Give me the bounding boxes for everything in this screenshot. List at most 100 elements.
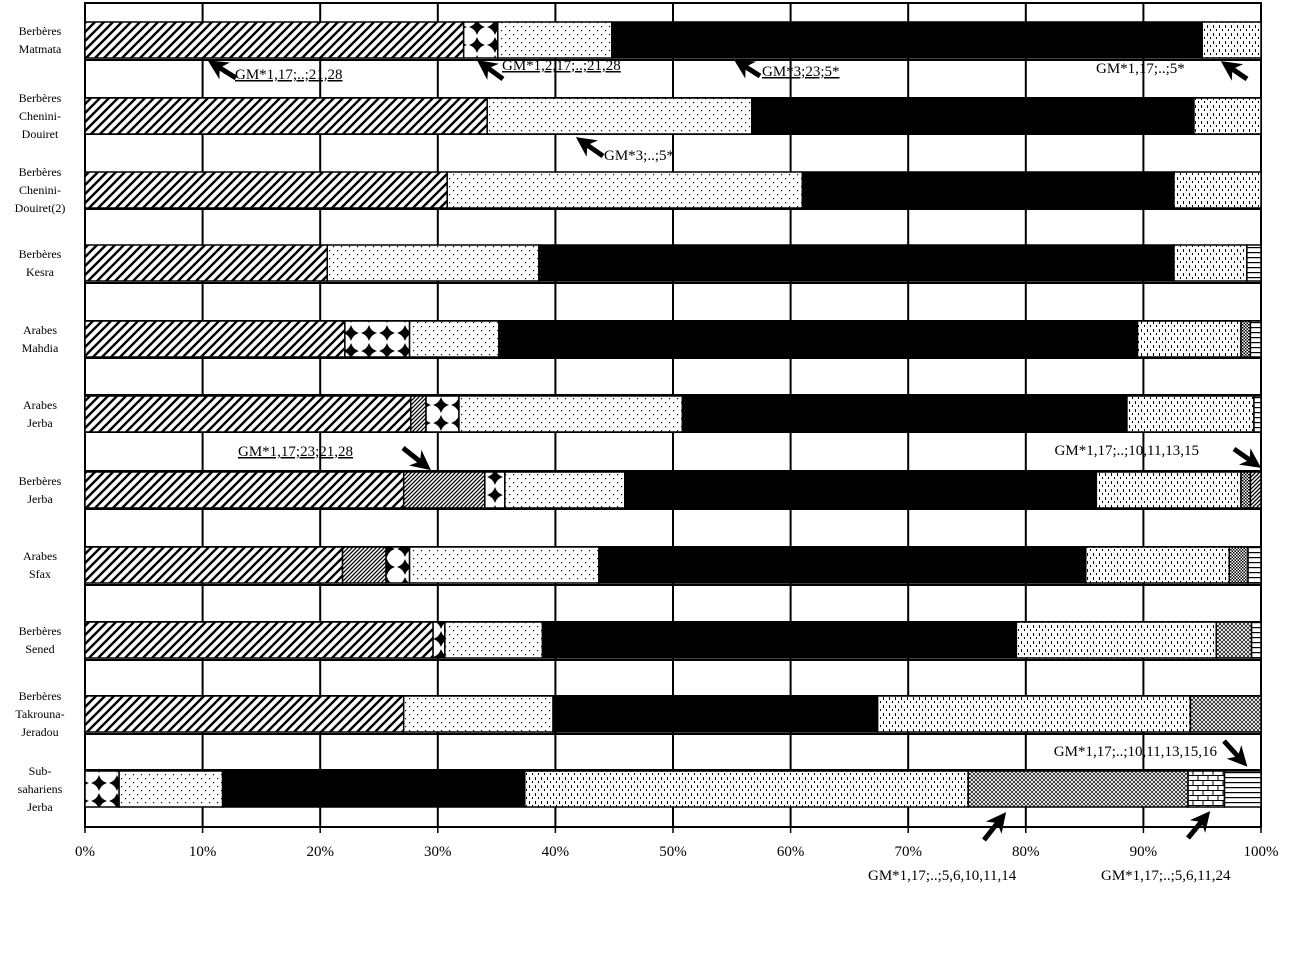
- category-label-1: Berbères Chenini-Douiret: [19, 91, 62, 141]
- annotation-text-2: GM*3;23;5*: [762, 64, 840, 80]
- annotation-arrow-3: [1220, 61, 1249, 82]
- annotation-text-0: GM*1,17;..;21,28: [235, 67, 343, 83]
- bar-9-segment-3: [876, 695, 1192, 733]
- bar-6-segment-2: [484, 471, 506, 509]
- bar-10-segment-2: [221, 770, 526, 808]
- annotation-text-6: GM*1,17;..;10,11,13,15: [1055, 443, 1199, 459]
- x-tick-label-5: 50%: [659, 844, 687, 860]
- bar-3-segment-2: [538, 244, 1175, 282]
- bar-5-segment-2: [425, 395, 460, 433]
- bar-1-segment-2: [751, 97, 1195, 135]
- annotation-5: GM*1,17;23;21,28: [238, 444, 431, 471]
- bar-5-segment-0: [84, 395, 412, 433]
- bar-6-segment-3: [504, 471, 626, 509]
- annotation-arrow-4: [575, 137, 605, 159]
- bar-8-segment-1: [432, 621, 446, 659]
- category-labels: Berbères Matmata Berbères Chenini-Douiret Be…: [15, 24, 66, 814]
- bar-0-segment-4: [1201, 21, 1262, 59]
- bar-7-segment-2: [385, 546, 411, 584]
- bar-10: [84, 770, 1262, 808]
- bar-1-segment-1: [486, 97, 753, 135]
- bar-7: [84, 546, 1262, 584]
- bar-4-segment-0: [84, 320, 346, 358]
- annotation-4: GM*3;..;5*: [575, 137, 674, 164]
- bar-1: [84, 97, 1262, 135]
- x-tick-label-8: 80%: [1012, 844, 1040, 860]
- annotation-arrow-7: [1222, 739, 1248, 767]
- annotation-arrow-5: [401, 446, 431, 471]
- annotation-arrow-6: [1232, 446, 1262, 468]
- annotation-text-9: GM*1,17;..;5,6,11,24: [1101, 868, 1231, 884]
- bar-5-segment-1: [410, 395, 427, 433]
- category-label-4: Arabes Mahdia: [22, 323, 59, 355]
- x-tick-label-9: 90%: [1130, 844, 1158, 860]
- bar-3-segment-0: [84, 244, 329, 282]
- category-label-3: Berbères Kesra: [19, 247, 62, 279]
- bar-0-segment-1: [462, 21, 499, 59]
- bar-0-segment-3: [611, 21, 1203, 59]
- x-tick-label-7: 70%: [894, 844, 922, 860]
- bar-6-segment-5: [1095, 471, 1242, 509]
- x-tick-label-2: 20%: [306, 844, 334, 860]
- bar-10-segment-5: [1187, 770, 1226, 808]
- x-tick-label-10: 100%: [1244, 844, 1279, 860]
- bar-6: [84, 471, 1262, 509]
- x-tick-label-3: 30%: [424, 844, 452, 860]
- bar-2-segment-3: [1173, 171, 1262, 209]
- annotation-arrow-8: [982, 812, 1007, 842]
- bar-8: [84, 621, 1262, 659]
- bar-7-segment-5: [1085, 546, 1230, 584]
- annotation-7: GM*1,17;..;10,11,13,15,16: [1054, 739, 1248, 767]
- bar-5: [84, 395, 1262, 433]
- bar-0-segment-2: [497, 21, 613, 59]
- bar-8-segment-5: [1215, 621, 1253, 659]
- bar-5-segment-6: [1253, 395, 1262, 433]
- annotation-text-1: GM*1,2,17;..;21,28: [502, 58, 621, 74]
- annotations: GM*1,17;..;21,28 GM*1,2,17;..;21,28 GM*3;2…: [207, 58, 1262, 884]
- bar-4: [84, 320, 1262, 358]
- bar-3: [84, 244, 1262, 282]
- bar-1-segment-3: [1193, 97, 1262, 135]
- bar-4-segment-3: [498, 320, 1139, 358]
- annotation-text-4: GM*3;..;5*: [604, 148, 674, 164]
- bar-8-segment-4: [1015, 621, 1218, 659]
- bar-3-segment-1: [326, 244, 540, 282]
- bar-2-segment-1: [446, 171, 804, 209]
- bar-8-segment-6: [1250, 621, 1262, 659]
- bar-8-segment-0: [84, 621, 434, 659]
- annotation-text-8: GM*1,17;..;5,6,10,11,14: [868, 868, 1017, 884]
- annotation-3: GM*1,17;..;5*: [1096, 61, 1249, 82]
- category-label-6: Berbères Jerba: [19, 474, 62, 506]
- bar-9-segment-2: [552, 695, 879, 733]
- bar-2: [84, 171, 1262, 209]
- x-tick-label-4: 40%: [542, 844, 570, 860]
- bar-8-segment-2: [444, 621, 544, 659]
- category-label-10: Sub-sahariens Jerba: [18, 764, 63, 814]
- bar-8-segment-3: [541, 621, 1018, 659]
- annotation-arrow-2: [733, 59, 762, 79]
- category-label-0: Berbères Matmata: [19, 24, 62, 56]
- bar-3-segment-4: [1246, 244, 1262, 282]
- bar-7-segment-4: [598, 546, 1087, 584]
- category-label-7: Arabes Sfax: [23, 549, 57, 581]
- bar-0-segment-0: [84, 21, 465, 59]
- bar-4-segment-5: [1240, 320, 1252, 358]
- x-axis: 0% 10% 20% 30% 40% 50% 60% 70% 80% 90% 100%: [75, 827, 1279, 860]
- bar-7-segment-6: [1228, 546, 1249, 584]
- x-tick-label-0: 0%: [75, 844, 95, 860]
- annotation-text-5: GM*1,17;23;21,28: [238, 444, 353, 460]
- x-tick-label-1: 10%: [189, 844, 217, 860]
- category-label-2: Berbères Chenini-Douiret(2): [15, 165, 66, 215]
- bar-9-segment-0: [84, 695, 405, 733]
- annotation-arrow-9: [1186, 811, 1211, 840]
- annotation-8: GM*1,17;..;5,6,10,11,14: [868, 812, 1017, 884]
- bar-1-segment-0: [84, 97, 488, 135]
- bar-6-segment-1: [402, 471, 486, 509]
- bar-6-segment-4: [624, 471, 1098, 509]
- annotation-9: GM*1,17;..;5,6,11,24: [1101, 811, 1231, 884]
- bar-3-segment-3: [1173, 244, 1248, 282]
- bars: [84, 21, 1262, 808]
- bar-6-segment-7: [1249, 471, 1262, 509]
- bar-2-segment-0: [84, 171, 448, 209]
